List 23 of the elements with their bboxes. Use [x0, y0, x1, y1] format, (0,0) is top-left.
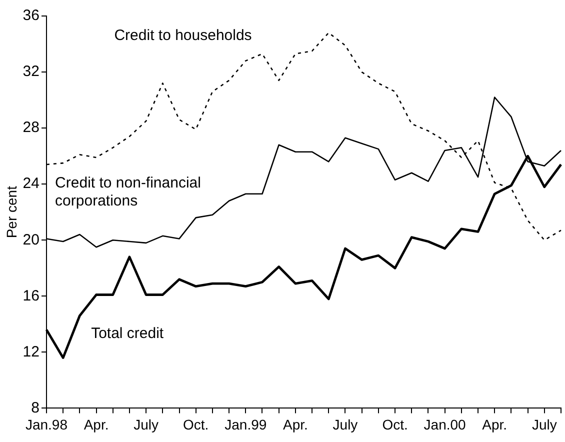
x-tick-label: Oct.: [183, 416, 209, 432]
y-tick-label: 28: [22, 119, 40, 136]
x-tick-label: Jan.00: [424, 416, 466, 432]
y-tick-label: 36: [22, 7, 40, 24]
y-tick-label: 20: [22, 231, 40, 248]
x-tick-label: Jan.98: [25, 416, 68, 432]
x-tick-label: July: [532, 416, 557, 432]
y-tick-label: 16: [22, 287, 40, 304]
y-tick-label: 32: [22, 63, 40, 80]
series-label: Total credit: [91, 324, 164, 342]
x-tick-label: July: [134, 416, 159, 432]
series-label: Credit to households: [114, 26, 252, 44]
x-tick-label: Apr.: [482, 416, 508, 432]
x-tick-label: Apr.: [282, 416, 308, 432]
x-tick-label: Oct.: [382, 416, 408, 432]
y-tick-label: 8: [31, 399, 40, 416]
y-tick-label: 12: [22, 343, 40, 360]
y-tick-label: 24: [22, 175, 40, 192]
series-label: Credit to non-financial corporations: [55, 174, 201, 210]
x-tick-label: Apr.: [84, 416, 109, 432]
x-tick-label: Jan.99: [224, 416, 267, 432]
x-tick-label: July: [332, 416, 358, 432]
y-axis-title: Per cent: [3, 186, 20, 238]
